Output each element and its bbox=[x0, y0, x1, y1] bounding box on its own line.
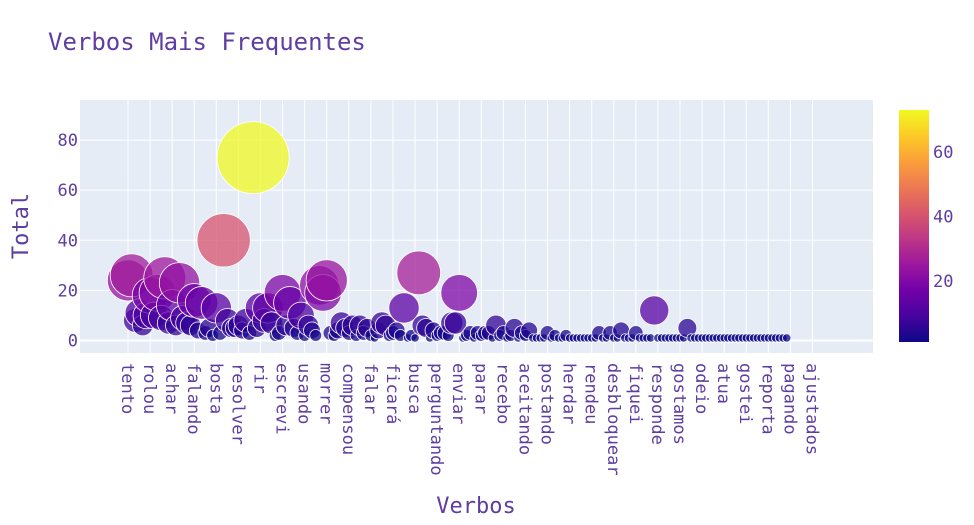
data-point[interactable] bbox=[309, 329, 323, 342]
y-tick-label: 60 bbox=[58, 181, 78, 201]
colorbar bbox=[899, 110, 929, 342]
x-tick-label: aceitando bbox=[514, 363, 534, 455]
x-tick-label: compensou bbox=[338, 363, 358, 455]
data-point[interactable] bbox=[388, 292, 420, 324]
colorbar-tick-label: 60 bbox=[933, 143, 953, 163]
x-tick-label: falar bbox=[360, 363, 380, 414]
y-axis-label: Total bbox=[9, 193, 34, 259]
x-tick-label: achar bbox=[161, 363, 181, 414]
x-tick-label: rendeu bbox=[581, 363, 601, 424]
x-tick-label: morrer bbox=[316, 363, 336, 424]
colorbar-tick-label: 20 bbox=[933, 272, 953, 292]
data-point[interactable] bbox=[440, 274, 478, 312]
data-points bbox=[106, 121, 792, 343]
x-tick-label: ficará bbox=[382, 363, 402, 424]
colorbar-ticks: 20 40 60 bbox=[933, 143, 953, 292]
x-tick-label: recebo bbox=[492, 363, 512, 424]
x-tick-label: atua bbox=[713, 363, 733, 404]
x-tick-label: reporta bbox=[757, 363, 777, 435]
x-tick-label: enviar bbox=[448, 363, 468, 424]
x-tick-label: pagando bbox=[779, 363, 799, 435]
x-tick-label: rir bbox=[249, 363, 269, 394]
x-tick-label: herdar bbox=[559, 363, 579, 424]
data-point[interactable] bbox=[305, 259, 348, 302]
x-tick-label: gostei bbox=[735, 363, 755, 424]
x-tick-label: odeio bbox=[691, 363, 711, 414]
data-point[interactable] bbox=[639, 295, 670, 326]
x-tick-label: perguntando bbox=[426, 363, 446, 476]
y-tick-label: 80 bbox=[58, 131, 78, 151]
y-axis-ticks: 0 20 40 60 80 bbox=[58, 131, 78, 351]
x-tick-label: rolou bbox=[139, 363, 159, 414]
x-tick-label: ajustados bbox=[801, 363, 821, 455]
x-tick-label: resolver bbox=[227, 363, 247, 445]
y-tick-label: 0 bbox=[68, 331, 78, 351]
x-tick-label: tento bbox=[117, 363, 137, 414]
x-axis-label: Verbos bbox=[436, 494, 515, 519]
x-tick-label: parar bbox=[470, 363, 490, 414]
x-tick-label: busca bbox=[404, 363, 424, 414]
x-tick-label: usando bbox=[294, 363, 314, 424]
x-tick-label: fiquei bbox=[625, 363, 645, 424]
data-point[interactable] bbox=[216, 121, 290, 195]
x-tick-label: responde bbox=[647, 363, 667, 445]
chart-title: Verbos Mais Frequentes bbox=[48, 28, 366, 56]
data-point[interactable] bbox=[410, 333, 420, 343]
data-point[interactable] bbox=[443, 311, 468, 335]
y-tick-label: 20 bbox=[58, 281, 78, 301]
data-point[interactable] bbox=[782, 333, 792, 343]
x-tick-label: gostamos bbox=[669, 363, 689, 445]
x-tick-label: postando bbox=[537, 363, 557, 445]
x-tick-label: falando bbox=[183, 363, 203, 435]
x-axis-ticks: tento rolou achar falando bosta resolver rir es… bbox=[117, 363, 821, 476]
x-tick-label: escrevi bbox=[272, 363, 292, 435]
data-point[interactable] bbox=[196, 213, 251, 268]
x-tick-label: bosta bbox=[205, 363, 225, 414]
x-tick-label: desbloquear bbox=[603, 363, 623, 476]
y-tick-label: 40 bbox=[58, 231, 78, 251]
colorbar-tick-label: 40 bbox=[933, 207, 953, 227]
data-point[interactable] bbox=[396, 250, 442, 296]
